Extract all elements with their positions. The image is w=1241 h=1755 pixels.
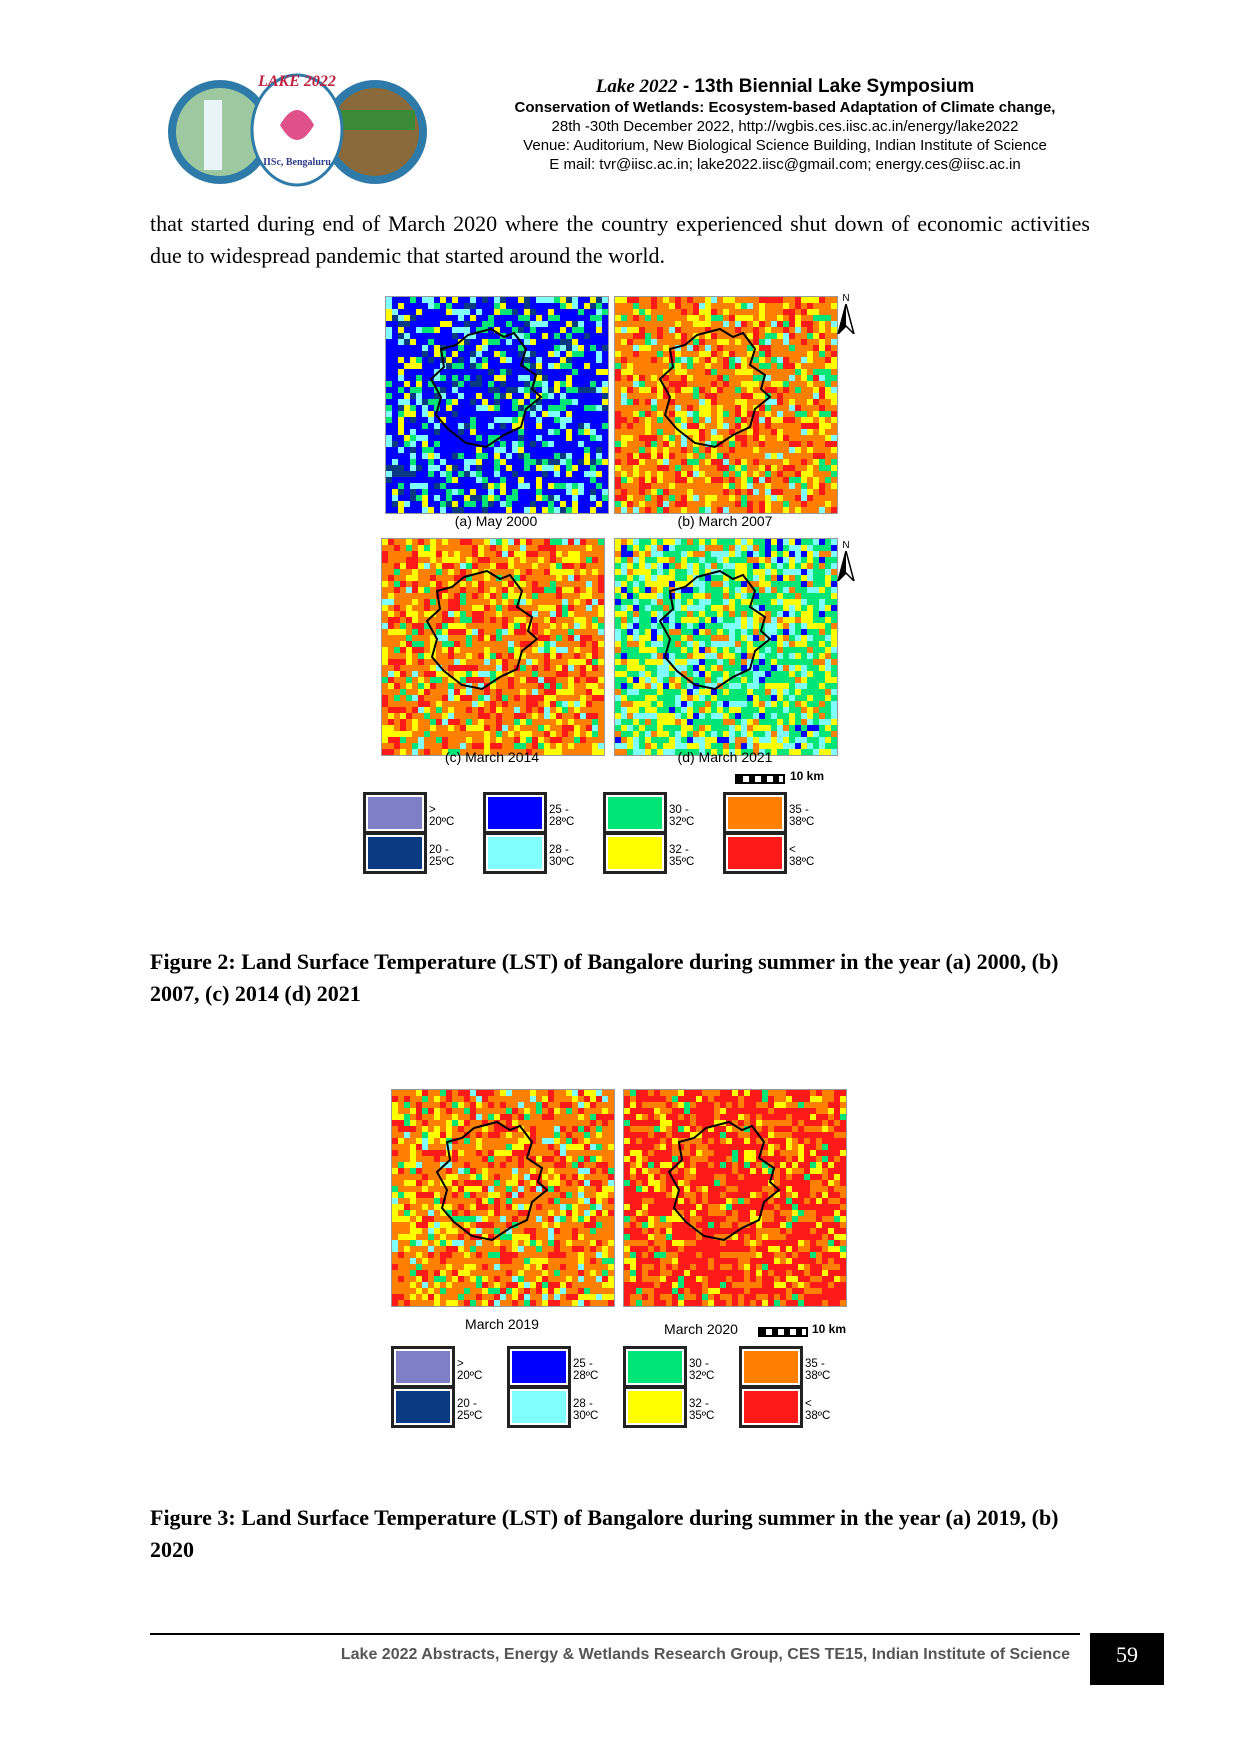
legend-label: 35 - 38ºC (805, 1358, 831, 1382)
legend-label: 30 - 32ºC (669, 804, 695, 828)
legend-label: 30 - 32ºC (689, 1358, 715, 1382)
symposium-subtitle: Conservation of Wetlands: Ecosystem-base… (514, 99, 1056, 116)
body-paragraph: that started during end of March 2020 wh… (150, 211, 1090, 268)
north-arrow-icon: N (833, 540, 859, 584)
legend-swatch (391, 1346, 455, 1388)
legend-swatch (363, 792, 427, 834)
page-number: 59 (1090, 1633, 1164, 1685)
legend-swatch (623, 1386, 687, 1428)
legend-label: > 20ºC (457, 1358, 483, 1382)
legend-swatch (507, 1386, 571, 1428)
symposium-email: E mail: tvr@iisc.ac.in; lake2022.iisc@gm… (549, 156, 1021, 173)
map-caption-d: (d) March 2021 (677, 749, 773, 765)
map-caption-2019: March 2019 (465, 1316, 539, 1332)
legend-label: < 38ºC (805, 1398, 831, 1422)
legend-swatch (363, 832, 427, 874)
symposium-logo: IISc, Bengaluru LAKE 2022 (160, 70, 430, 190)
legend-swatch (723, 832, 787, 874)
figure-2-caption: Figure 2: Land Surface Temperature (LST)… (150, 949, 1059, 1006)
legend-swatch (603, 792, 667, 834)
legend-label: > 20ºC (429, 804, 455, 828)
lst-map-2020 (623, 1089, 847, 1307)
legend-label: 20 - 25ºC (457, 1398, 483, 1422)
legend-swatch (623, 1346, 687, 1388)
legend-swatch (483, 832, 547, 874)
legend-label: 32 - 35ºC (689, 1398, 715, 1422)
legend-label: 25 - 28ºC (549, 804, 575, 828)
legend-swatch (391, 1386, 455, 1428)
north-arrow-icon: N (833, 293, 859, 337)
lst-map-c (381, 538, 605, 756)
legend-swatch (507, 1346, 571, 1388)
legend-swatch (739, 1386, 803, 1428)
legend-swatch (603, 832, 667, 874)
lst-map-b (614, 296, 838, 514)
lst-map-a (385, 296, 609, 514)
scale-label: 10 km (790, 769, 825, 783)
legend-label: 28 - 30ºC (573, 1398, 599, 1422)
legend-label: < 38ºC (789, 844, 815, 868)
legend-label: 20 - 25ºC (429, 844, 455, 868)
figure-3-caption: Figure 3: Land Surface Temperature (LST)… (150, 1505, 1059, 1562)
lst-map-2019 (391, 1089, 615, 1307)
scale-label: 10 km (812, 1322, 847, 1336)
map-caption-2020: March 2020 (664, 1321, 738, 1337)
legend-swatch (483, 792, 547, 834)
symposium-venue: Venue: Auditorium, New Biological Scienc… (523, 137, 1047, 154)
legend-label: 35 - 38ºC (789, 804, 815, 828)
scale-bar (735, 774, 785, 784)
map-caption-b: (b) March 2007 (677, 513, 773, 529)
footer-rule (150, 1633, 1080, 1635)
page-header: Lake 2022 - 13th Biennial Lake Symposium… (440, 76, 1130, 174)
legend-swatch (723, 792, 787, 834)
legend-label: 28 - 30ºC (549, 844, 575, 868)
lst-map-d (614, 538, 838, 756)
logo-title-text: LAKE 2022 (257, 73, 336, 90)
symposium-dates-url: 28th -30th December 2022, http://wgbis.c… (551, 118, 1019, 135)
legend-swatch (739, 1346, 803, 1388)
footer-text: Lake 2022 Abstracts, Energy & Wetlands R… (340, 1646, 1070, 1663)
legend-label: 32 - 35ºC (669, 844, 695, 868)
logo-org-text: IISc, Bengaluru (263, 157, 331, 168)
map-caption-a: (a) May 2000 (454, 513, 538, 529)
scale-bar (758, 1327, 808, 1337)
map-caption-c: (c) March 2014 (444, 749, 540, 765)
legend-label: 25 - 28ºC (573, 1358, 599, 1382)
symposium-title: Lake 2022 - 13th Biennial Lake Symposium (595, 76, 975, 97)
